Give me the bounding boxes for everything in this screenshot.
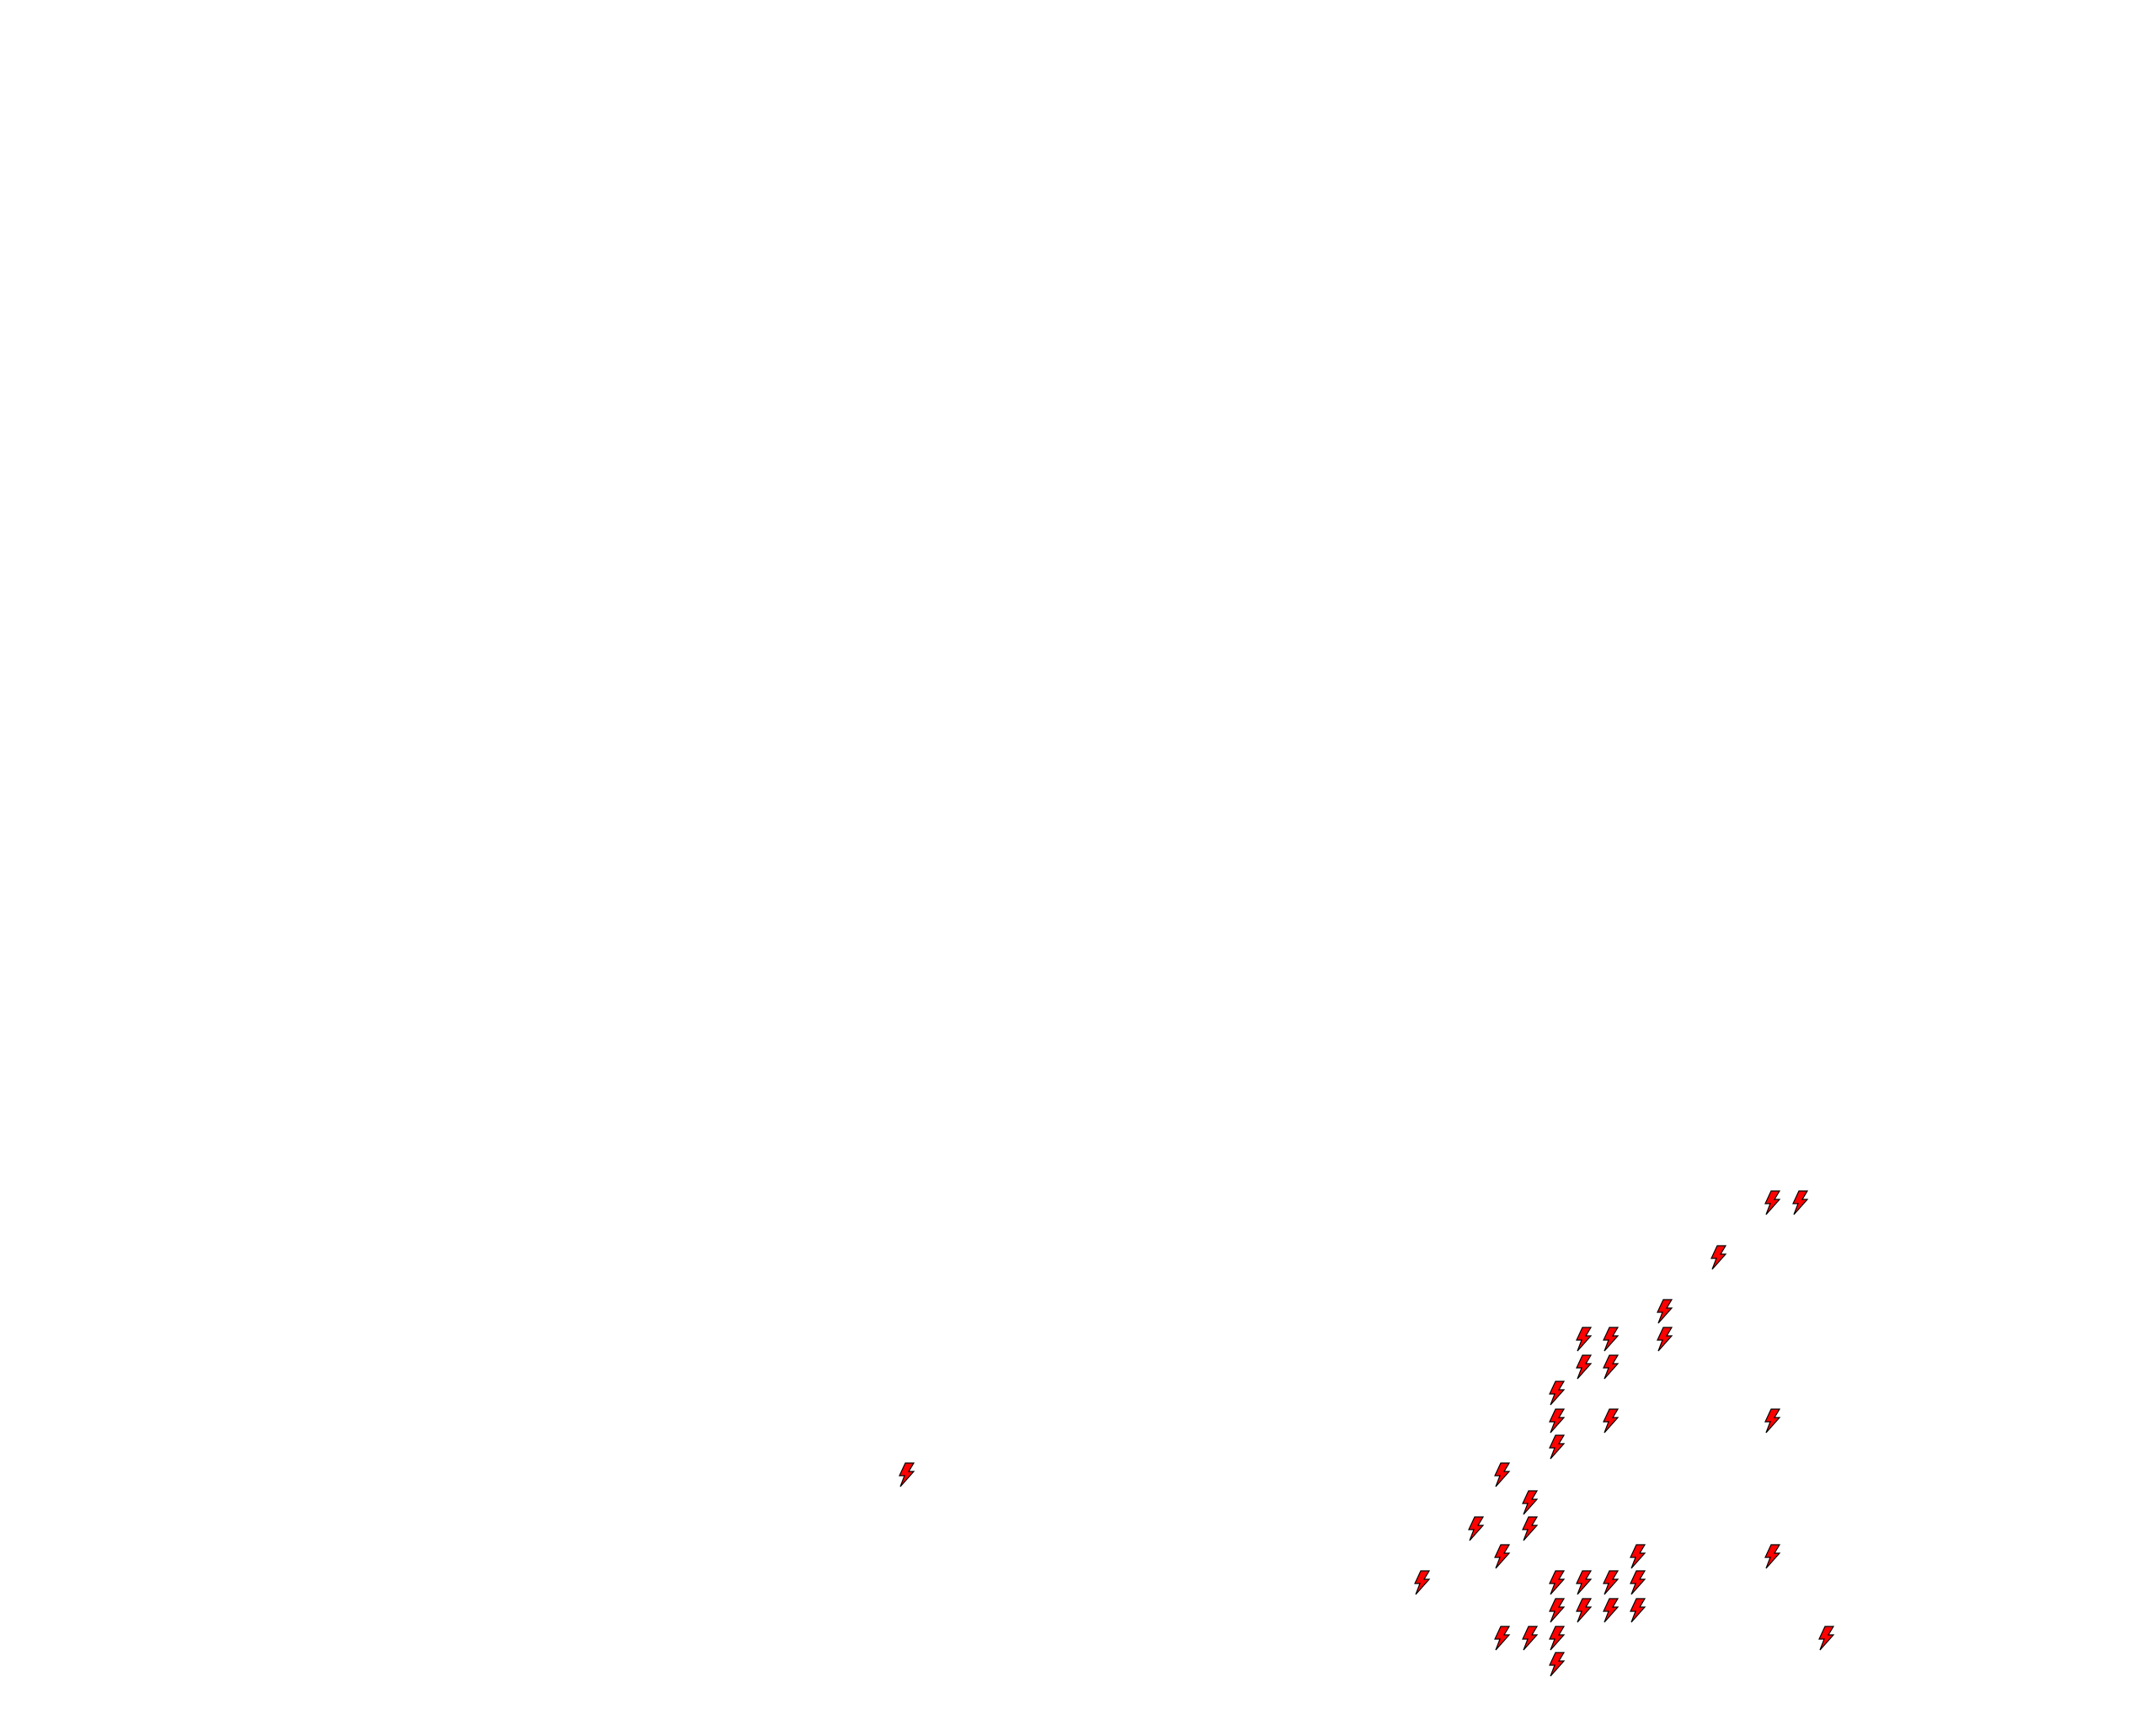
map-marker[interactable]	[1764, 1190, 1782, 1215]
lightning-bolt-icon	[1521, 1626, 1538, 1651]
map-marker[interactable]	[1764, 1544, 1782, 1569]
map-marker[interactable]	[1602, 1327, 1620, 1352]
map-marker[interactable]	[1521, 1516, 1540, 1541]
lightning-bolt-icon	[1549, 1626, 1566, 1651]
map-marker[interactable]	[1548, 1434, 1566, 1460]
lightning-bolt-icon	[1467, 1516, 1484, 1541]
map-marker[interactable]	[1548, 1652, 1566, 1677]
lightning-bolt-icon	[1629, 1544, 1646, 1569]
map-marker[interactable]	[1575, 1327, 1593, 1352]
lightning-bolt-icon	[1493, 1544, 1511, 1569]
lightning-bolt-icon	[1764, 1544, 1781, 1569]
lightning-bolt-icon	[1413, 1570, 1430, 1595]
lightning-bolt-icon	[1575, 1570, 1592, 1595]
map-marker[interactable]	[1629, 1570, 1647, 1595]
lightning-bolt-icon	[1603, 1598, 1620, 1623]
lightning-bolt-icon	[1549, 1381, 1566, 1406]
map-marker[interactable]	[1817, 1626, 1836, 1651]
lightning-bolt-icon	[1549, 1570, 1566, 1595]
lightning-bolt-icon	[1493, 1626, 1511, 1651]
map-marker[interactable]	[1629, 1598, 1647, 1623]
map-marker[interactable]	[1764, 1408, 1782, 1434]
map-marker[interactable]	[1575, 1598, 1593, 1623]
map-marker[interactable]	[1791, 1190, 1810, 1215]
map-marker[interactable]	[1575, 1570, 1593, 1595]
map-marker[interactable]	[1629, 1544, 1647, 1569]
lightning-bolt-icon	[1549, 1434, 1566, 1460]
map-marker[interactable]	[1602, 1408, 1620, 1434]
lightning-bolt-icon	[1493, 1462, 1511, 1487]
lightning-bolt-icon	[1575, 1327, 1592, 1352]
lightning-bolt-icon	[1603, 1570, 1620, 1595]
lightning-bolt-icon	[898, 1462, 915, 1487]
lightning-bolt-icon	[1549, 1652, 1566, 1677]
map-marker[interactable]	[1493, 1462, 1512, 1487]
lightning-bolt-icon	[1549, 1408, 1566, 1434]
lightning-bolt-icon	[1521, 1490, 1538, 1515]
lightning-bolt-icon	[1657, 1327, 1673, 1352]
lightning-bolt-icon	[1575, 1598, 1592, 1623]
lightning-bolt-icon	[1603, 1408, 1620, 1434]
map-marker[interactable]	[1521, 1626, 1540, 1651]
lightning-bolt-icon	[1657, 1299, 1673, 1324]
map-marker[interactable]	[1521, 1490, 1540, 1515]
map-marker[interactable]	[1710, 1245, 1728, 1270]
lightning-bolt-icon	[1764, 1408, 1781, 1434]
map-marker[interactable]	[1656, 1299, 1674, 1324]
lightning-bolt-icon	[1764, 1190, 1781, 1215]
map-marker[interactable]	[1493, 1626, 1512, 1651]
map-marker[interactable]	[1548, 1570, 1566, 1595]
lightning-bolt-icon	[1818, 1626, 1835, 1651]
lightning-bolt-icon	[1603, 1354, 1620, 1380]
map-marker[interactable]	[1575, 1354, 1593, 1380]
lightning-bolt-icon	[1549, 1598, 1566, 1623]
map-marker[interactable]	[1548, 1381, 1566, 1406]
map-marker[interactable]	[1602, 1570, 1620, 1595]
map-marker[interactable]	[1467, 1516, 1486, 1541]
lightning-bolt-icon	[1792, 1190, 1809, 1215]
map-marker[interactable]	[1548, 1408, 1566, 1434]
lightning-bolt-icon	[1603, 1327, 1620, 1352]
lightning-bolt-icon	[1521, 1516, 1538, 1541]
lightning-bolt-icon	[1575, 1354, 1592, 1380]
map-marker[interactable]	[898, 1462, 916, 1487]
lightning-bolt-icon	[1710, 1245, 1727, 1270]
map-marker[interactable]	[1548, 1626, 1566, 1651]
map-marker[interactable]	[1548, 1598, 1566, 1623]
lightning-bolt-icon	[1629, 1598, 1646, 1623]
map-marker[interactable]	[1602, 1354, 1620, 1380]
map-marker[interactable]	[1602, 1598, 1620, 1623]
map-marker[interactable]	[1656, 1327, 1674, 1352]
map-marker[interactable]	[1493, 1544, 1512, 1569]
lightning-bolt-icon	[1629, 1570, 1646, 1595]
map-marker[interactable]	[1413, 1570, 1432, 1595]
